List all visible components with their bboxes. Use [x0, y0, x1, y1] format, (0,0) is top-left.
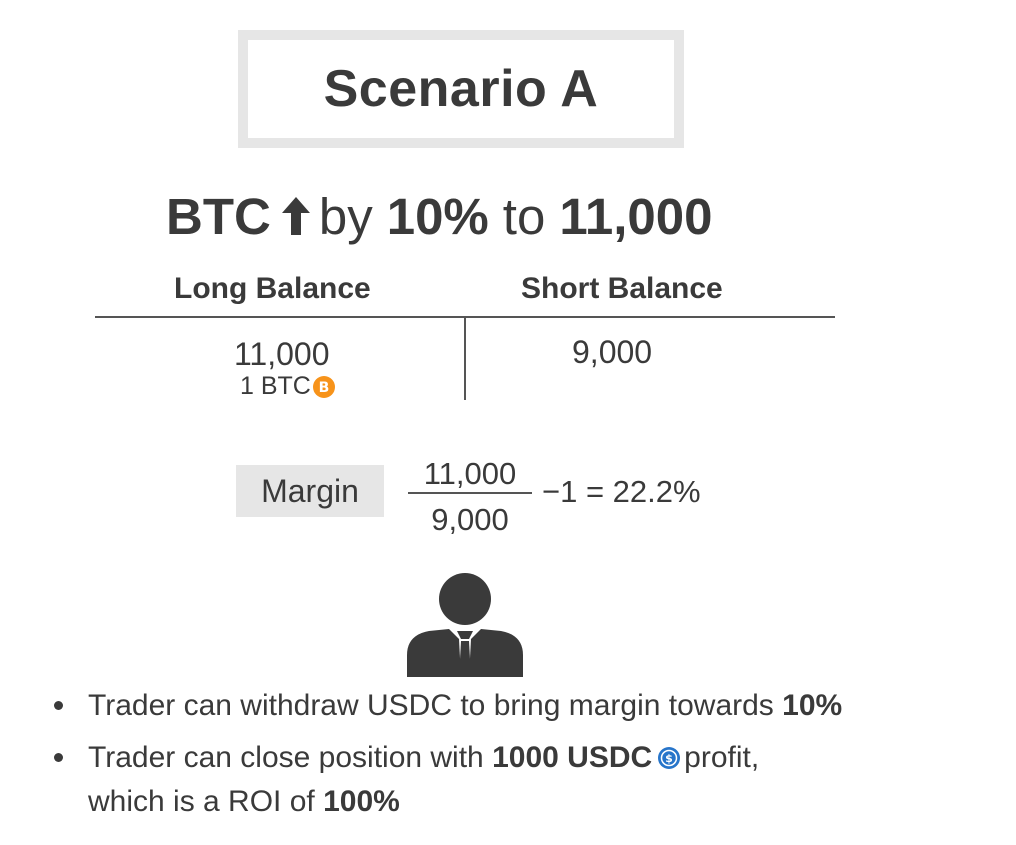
margin-label: Margin — [236, 465, 384, 517]
headline-percent: 10% — [386, 187, 489, 245]
trader-icon — [407, 573, 523, 677]
bullet-list: Trader can withdraw USDC to bring margin… — [52, 684, 1002, 832]
bullet-dot — [54, 701, 63, 710]
long-balance-header: Long Balance — [174, 272, 371, 305]
scenario-title: Scenario A — [323, 60, 599, 118]
formula-denominator: 9,000 — [431, 502, 509, 537]
headline-asset: BTC — [166, 187, 271, 245]
bullet-1-bold: 10% — [782, 689, 843, 722]
title-box: Scenario A — [238, 30, 684, 148]
bitcoin-icon: B — [312, 375, 335, 398]
headline-by: by — [318, 187, 373, 245]
fraction-bar — [408, 492, 532, 494]
formula-numerator: 11,000 — [423, 456, 517, 491]
bullet-2-text-a: Trader can close position with — [88, 741, 493, 774]
bullet-2-bold-a: 1000 USDC — [492, 741, 653, 774]
list-item: Trader can withdraw USDC to bring margin… — [52, 684, 1002, 728]
headline: BTC by 10% to 11,000 — [166, 184, 713, 248]
long-balance-btc-amount: 1 BTC — [240, 372, 311, 400]
formula-result: −1 = 22.2% — [542, 474, 701, 509]
headline-target: 11,000 — [559, 187, 713, 245]
bullet-dot — [54, 753, 63, 762]
headline-to: to — [502, 187, 546, 245]
svg-text:$: $ — [665, 752, 673, 765]
svg-text:B: B — [319, 380, 330, 396]
bullet-2-text-b: profit, — [684, 741, 760, 774]
short-balance-header: Short Balance — [521, 272, 723, 305]
list-item: Trader can close position with 1000 USDC… — [52, 736, 1002, 824]
arrow-up-icon — [281, 197, 310, 235]
table-vertical-divider — [464, 318, 466, 400]
bullet-2-bold-b: 100% — [323, 785, 400, 818]
long-balance-sub: 1 BTC B — [240, 372, 335, 401]
table-horizontal-divider — [95, 316, 835, 318]
bullet-1-text: Trader can withdraw USDC to bring margin… — [88, 689, 783, 722]
usdc-icon: $ — [658, 747, 681, 769]
long-balance-value: 11,000 — [234, 336, 330, 372]
short-balance-value: 9,000 — [572, 334, 653, 370]
bullet-2-text-c: which is a ROI of — [88, 785, 324, 818]
